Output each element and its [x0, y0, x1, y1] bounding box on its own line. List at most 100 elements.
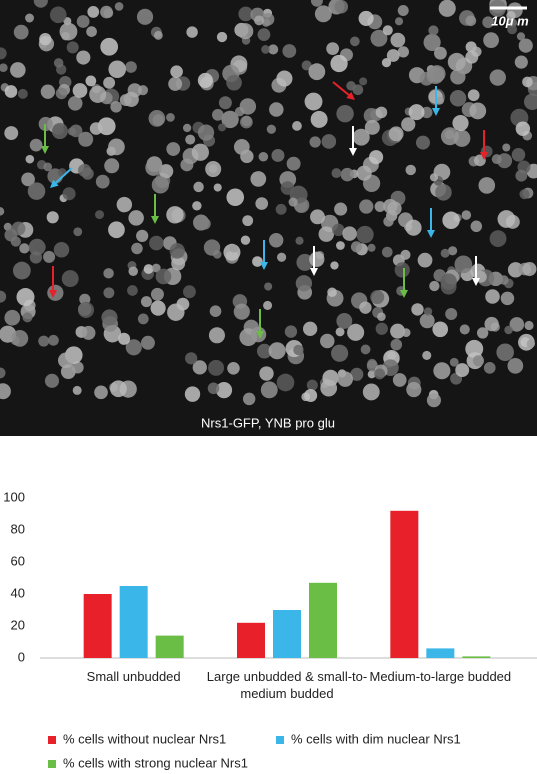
cell	[359, 301, 372, 314]
cell	[89, 122, 103, 135]
cell	[67, 96, 83, 111]
cell	[217, 123, 227, 132]
cell	[306, 379, 318, 391]
cell	[57, 168, 67, 177]
cell	[426, 66, 445, 85]
cell	[435, 184, 452, 201]
cell	[38, 116, 53, 132]
cell	[233, 139, 250, 155]
cell	[128, 210, 144, 226]
cell	[296, 253, 314, 271]
arrow-head	[472, 278, 480, 286]
cell	[432, 321, 449, 338]
cell	[29, 138, 43, 152]
cell	[392, 373, 407, 387]
cell	[507, 357, 524, 374]
legend-label: % cells without nuclear Nrs1	[63, 731, 226, 746]
cell	[381, 57, 392, 68]
cell	[408, 104, 425, 121]
cell	[25, 13, 34, 23]
y-tick-label: 100	[3, 489, 25, 504]
cell	[269, 102, 284, 117]
cell	[39, 32, 52, 46]
cell	[116, 196, 133, 213]
cell	[359, 77, 368, 86]
cell	[295, 275, 313, 292]
y-tick-label: 40	[11, 585, 25, 600]
arrow-head	[151, 216, 159, 224]
cell	[197, 72, 213, 88]
cell	[185, 134, 196, 145]
cell	[359, 199, 374, 214]
cell	[377, 312, 386, 321]
cell	[394, 262, 410, 278]
cell	[256, 343, 272, 359]
cell	[237, 23, 254, 40]
cell	[203, 239, 221, 256]
cell	[33, 0, 48, 8]
arrow-head	[41, 146, 49, 154]
cell	[13, 24, 29, 40]
cell	[136, 8, 154, 25]
arrow-head	[50, 179, 59, 188]
arrow-head	[49, 290, 57, 298]
cell	[125, 61, 137, 73]
cell	[489, 230, 507, 248]
cell	[476, 327, 489, 339]
cell	[166, 206, 184, 224]
cell	[331, 344, 349, 362]
cell	[423, 33, 441, 51]
cell	[103, 268, 114, 279]
cell	[46, 211, 59, 224]
cell	[208, 359, 225, 376]
cell	[158, 164, 174, 179]
cell	[186, 26, 198, 38]
cell	[192, 360, 207, 375]
cell	[166, 142, 181, 156]
cell	[356, 225, 374, 244]
cell	[524, 320, 534, 331]
cell	[0, 383, 11, 400]
cell	[440, 273, 457, 290]
cell	[10, 62, 26, 78]
cell	[499, 275, 509, 285]
cell	[478, 177, 496, 194]
cell	[331, 168, 342, 179]
cell	[127, 285, 138, 296]
cell	[4, 85, 18, 98]
cell	[467, 89, 480, 102]
cell	[145, 159, 162, 176]
arrow-head	[427, 230, 435, 238]
cell	[62, 187, 76, 201]
cell	[193, 181, 204, 193]
cell	[429, 173, 439, 182]
cell	[137, 313, 149, 325]
cell	[110, 101, 122, 113]
cell	[282, 44, 297, 58]
cell	[405, 219, 422, 236]
cell	[309, 251, 325, 267]
cell	[303, 321, 318, 336]
cell	[153, 30, 163, 40]
cell	[330, 261, 339, 270]
cell	[411, 303, 424, 316]
cell	[320, 333, 335, 349]
cell	[516, 32, 526, 41]
cell	[110, 380, 127, 398]
cell	[118, 332, 131, 345]
cell	[0, 47, 7, 60]
cell	[506, 10, 516, 21]
cell	[55, 87, 68, 100]
cell	[199, 218, 211, 230]
cell	[330, 54, 348, 73]
cell	[514, 55, 528, 69]
cell	[433, 362, 451, 380]
cell	[97, 117, 116, 136]
cell	[95, 210, 105, 220]
cell	[12, 261, 31, 280]
caption: Nrs1-GFP, YNB pro glu	[201, 415, 335, 430]
cell	[367, 243, 376, 252]
cell	[276, 70, 293, 87]
cell	[48, 334, 59, 346]
cell	[383, 199, 398, 214]
